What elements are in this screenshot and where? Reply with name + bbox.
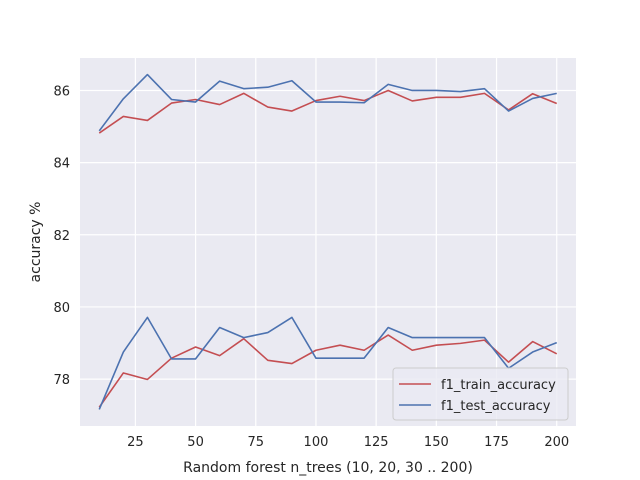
legend: f1_train_accuracy f1_test_accuracy bbox=[392, 367, 569, 421]
series-lines bbox=[98, 73, 558, 410]
series-line-2 bbox=[98, 334, 558, 408]
x-tick-label: 125 bbox=[364, 435, 389, 450]
legend-label-test: f1_test_accuracy bbox=[441, 399, 551, 414]
x-tick-label: 50 bbox=[187, 435, 204, 450]
x-tick-label: 75 bbox=[247, 435, 264, 450]
grid-lines bbox=[80, 58, 576, 426]
y-axis-title: accuracy % bbox=[28, 202, 44, 283]
y-tick-labels: 78 80 82 84 86 bbox=[53, 84, 70, 388]
x-tick-label: 200 bbox=[544, 435, 569, 450]
y-tick-label: 84 bbox=[53, 157, 70, 172]
y-tick-label: 80 bbox=[53, 301, 70, 316]
x-tick-label: 25 bbox=[127, 435, 144, 450]
y-tick-label: 86 bbox=[53, 84, 70, 99]
y-tick-label: 82 bbox=[53, 229, 70, 244]
y-tick-label: 78 bbox=[53, 373, 70, 388]
x-axis-title: Random forest n_trees (10, 20, 30 .. 200… bbox=[183, 460, 473, 476]
x-tick-label: 150 bbox=[424, 435, 449, 450]
series-line-0 bbox=[98, 89, 558, 134]
legend-label-train: f1_train_accuracy bbox=[441, 378, 556, 393]
x-tick-labels: 25 50 75 100 125 150 175 200 bbox=[127, 435, 569, 450]
series-line-1 bbox=[98, 73, 557, 132]
plot-background bbox=[80, 58, 576, 426]
x-tick-label: 175 bbox=[484, 435, 509, 450]
series-line-3 bbox=[98, 316, 558, 410]
legend-box bbox=[392, 367, 569, 421]
x-tick-label: 100 bbox=[304, 435, 329, 450]
